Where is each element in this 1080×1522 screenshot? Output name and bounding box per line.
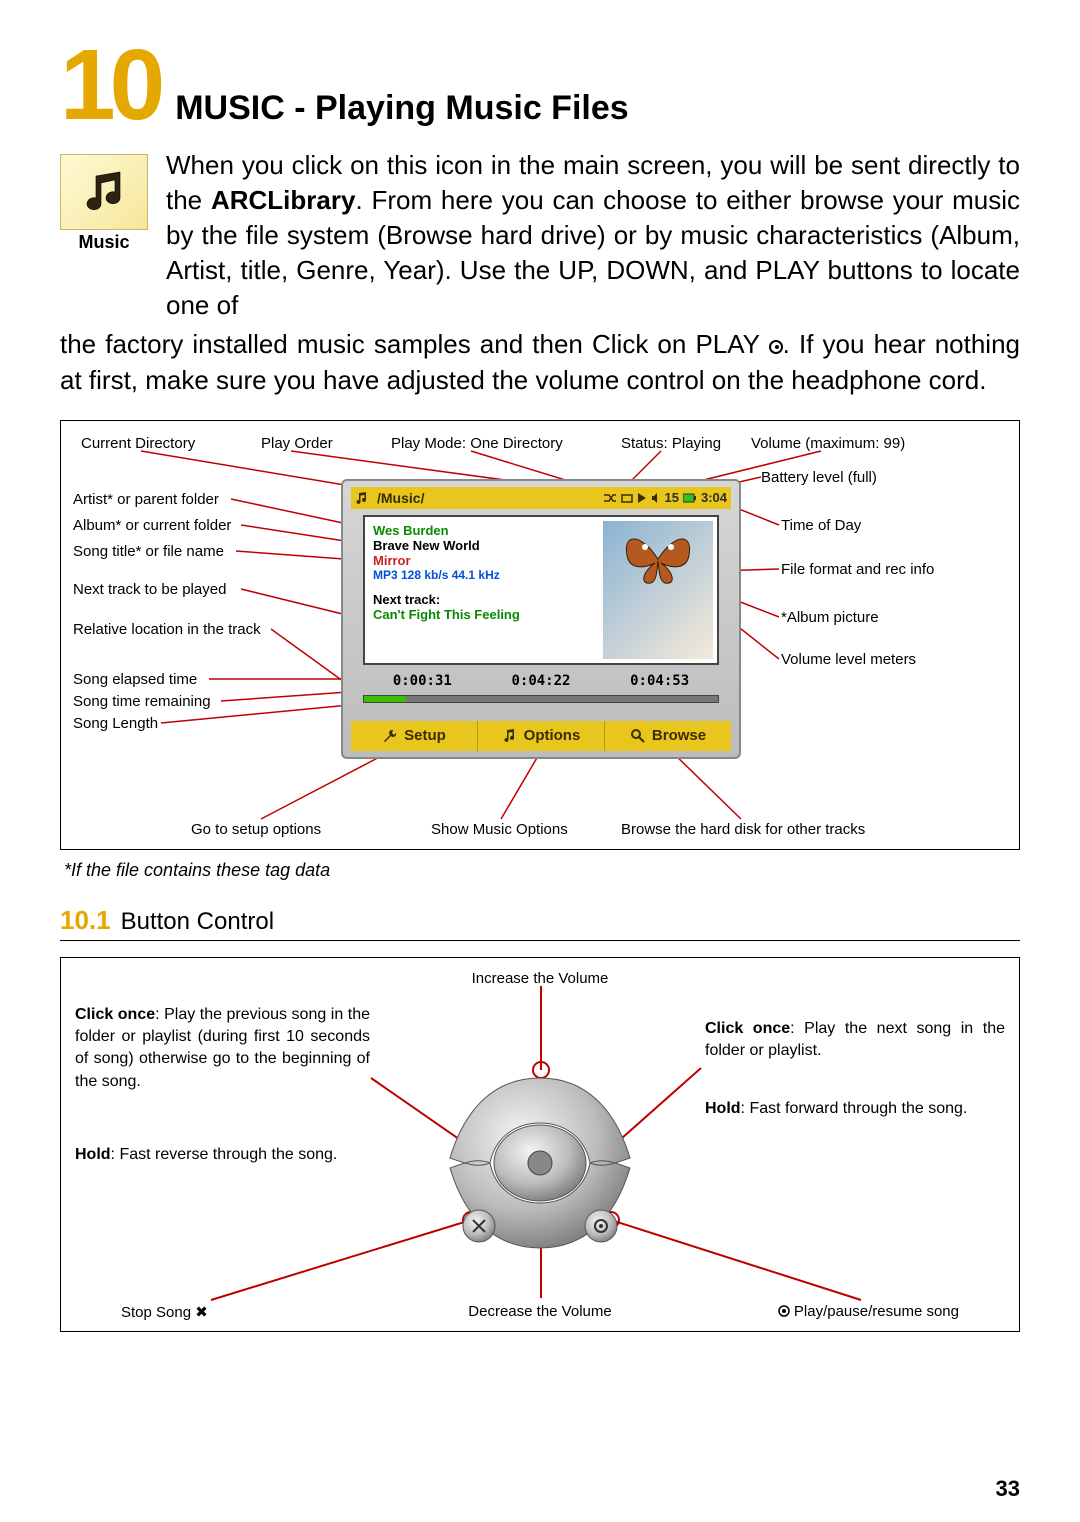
album-art [603,521,713,659]
control-pad [435,1068,645,1258]
options-label: Options [524,727,581,744]
music-icon [60,154,148,230]
prev-hold-body: : Fast reverse through the song. [111,1146,338,1163]
player-titlebar: /Music/ 15 3:04 [351,487,731,509]
setup-button[interactable]: Setup [351,721,478,751]
speaker-icon [651,492,661,504]
next-label: Next track: [373,592,591,607]
lbl-decrease-vol: Decrease the Volume [468,1303,611,1320]
lbl-current-dir: Current Directory [81,435,195,452]
note-icon [355,491,369,505]
lbl-vol-meters: Volume level meters [781,651,916,668]
page-number: 33 [996,1476,1020,1502]
lbl-album: Album* or current folder [73,517,231,534]
time-remaining: 0:04:22 [511,673,570,693]
chapter-title: MUSIC - Playing Music Files [175,89,628,128]
track-info: MP3 128 kb/s 44.1 kHz [373,568,591,582]
player-times: 0:00:31 0:04:22 0:04:53 [363,673,719,693]
player-diagram: Current Directory Play Order Play Mode: … [60,420,1020,850]
lbl-stop: Stop Song ✖ [121,1303,208,1321]
lbl-play-mode: Play Mode: One Directory [391,435,563,452]
intro-text-1: When you click on this icon in the main … [166,148,1020,323]
lbl-rel-loc: Relative location in the track [73,621,261,638]
next-song: Can't Fight This Feeling [373,607,591,622]
music-icon-block: Music [60,154,148,323]
intro-block: Music When you click on this icon in the… [60,148,1020,323]
lbl-browse-hd: Browse the hard disk for other tracks [621,821,865,838]
player-menu: Setup Options Browse [351,721,731,751]
prev-bold: Click once [75,1006,155,1023]
player-meta: Wes Burden Brave New World Mirror MP3 12… [365,517,599,663]
browse-label: Browse [652,727,706,744]
player-volume: 15 [665,490,679,505]
folder-icon [621,492,633,504]
lbl-elapsed: Song elapsed time [73,671,197,688]
track-title: Mirror [373,553,591,568]
progress-fill [364,696,406,702]
player-top-right: 15 3:04 [603,490,728,505]
lbl-title: Song title* or file name [73,543,224,560]
prev-hold-text: Hold: Fast reverse through the song. [75,1144,370,1166]
play-status-icon [637,492,647,504]
play-dot-icon [778,1305,790,1317]
time-length: 0:04:53 [630,673,689,693]
player-clock: 3:04 [701,490,727,505]
intro-text-2: the factory installed music samples and … [60,327,1020,397]
lbl-play-order: Play Order [261,435,333,452]
player-screen: Wes Burden Brave New World Mirror MP3 12… [363,515,719,665]
lbl-increase-vol: Increase the Volume [472,970,609,987]
next-hold-text: Hold: Fast forward through the song. [705,1098,1005,1120]
track-album: Brave New World [373,538,591,553]
footnote: *If the file contains these tag data [64,860,1020,881]
lbl-goto-setup: Go to setup options [191,821,321,838]
intro-rest1: the factory installed music samples and … [60,329,769,359]
progress-bar[interactable] [363,695,719,703]
lbl-time: Time of Day [781,517,861,534]
next-hold-body: : Fast forward through the song. [741,1100,968,1117]
prev-text: Click once: Play the previous song in th… [75,1004,370,1094]
next-bold: Click once [705,1020,790,1037]
lbl-playpause-text: Play/pause/resume song [794,1303,959,1320]
lbl-vol-max: Volume (maximum: 99) [751,435,905,452]
lbl-album-pic: *Album picture [781,609,879,626]
subsection-number: 10.1 [60,905,111,936]
lbl-length: Song Length [73,715,158,732]
lbl-artist: Artist* or parent folder [73,491,219,508]
track-artist: Wes Burden [373,523,591,538]
lbl-filefmt: File format and rec info [781,561,934,578]
music-icon-label: Music [60,232,148,253]
player-path: /Music/ [377,490,424,506]
subsection-title: Button Control [121,908,274,936]
options-button[interactable]: Options [478,721,605,751]
chapter-number: 10 [60,40,159,130]
lbl-remaining: Song time remaining [73,693,211,710]
chapter-heading: 10 MUSIC - Playing Music Files [60,40,1020,130]
butterfly-icon [621,529,695,589]
lbl-next-track: Next track to be played [73,581,226,598]
button-control-diagram: Increase the Volume Click once: Play the… [60,957,1020,1332]
lbl-playpause: Play/pause/resume song [778,1303,959,1320]
lbl-battery: Battery level (full) [761,469,877,486]
prev-hold-bold: Hold [75,1146,111,1163]
next-text: Click once: Play the next song in the fo… [705,1018,1005,1063]
intro-bold: ARCLibrary [211,185,355,215]
next-hold-bold: Hold [705,1100,741,1117]
browse-button[interactable]: Browse [605,721,731,751]
wrench-icon [382,728,398,744]
lbl-status: Status: Playing [621,435,721,452]
subsection-heading: 10.1 Button Control [60,905,1020,941]
play-icon-inline [769,340,783,354]
time-elapsed: 0:00:31 [393,673,452,693]
battery-icon [683,493,697,503]
shuffle-icon [603,492,617,504]
note-icon [502,728,518,744]
magnifier-icon [630,728,646,744]
player-device: /Music/ 15 3:04 Wes Burden Brave New Wor… [341,479,741,759]
setup-label: Setup [404,727,446,744]
lbl-show-opts: Show Music Options [431,821,568,838]
